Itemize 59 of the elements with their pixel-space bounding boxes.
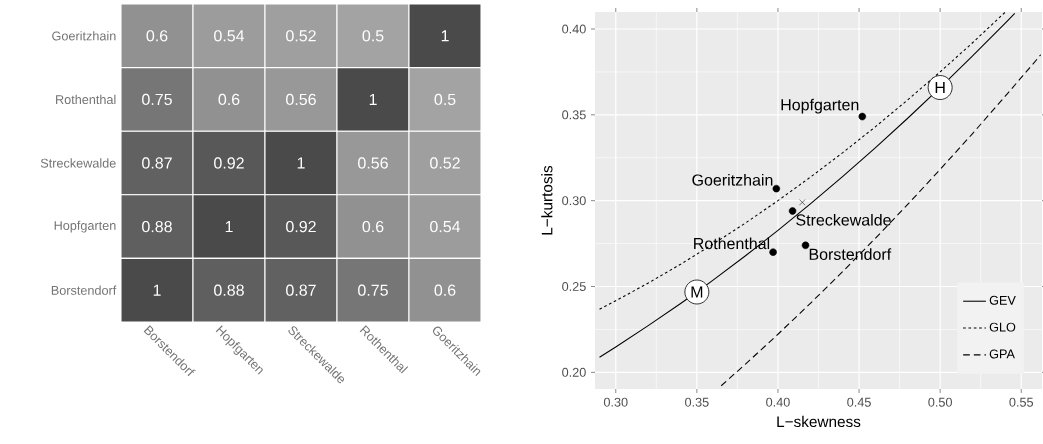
data-label: 0.52 [430,157,460,169]
point [801,241,810,250]
data-label: 0.75 [142,93,172,106]
annotation: H [935,82,945,94]
y-tick-label: Rothenthal [56,94,116,105]
data-label: 0.92 [214,157,244,169]
y-tick-label: 0.35 [562,110,586,120]
y-tick-label: Hopfgarten [54,220,116,233]
legend-label: GPA [989,349,1015,359]
data-label: 0.54 [214,30,245,42]
x-tick-label: 0.50 [928,397,952,407]
y-axis-title: L−kurtosis [541,165,553,235]
data-label: 0.6 [218,93,240,106]
data-label: 1 [225,221,233,233]
point [769,248,777,256]
annotation: Borstendorf [809,248,892,260]
y-tick-label: 0.30 [562,196,586,206]
y-tick-label: 0.40 [562,24,586,34]
y-tick-label: Borstendorf [51,285,117,295]
y-tick-label: Streckewalde [40,158,116,168]
y-tick-label: 0.20 [562,367,586,377]
x-tick-label: 0.35 [685,397,709,407]
x-axis-title: L−skewness [777,415,861,428]
point [788,207,797,215]
data-label: 1 [153,284,161,296]
annotation: Hopfgarten [781,98,859,114]
data-label: 0.56 [358,157,388,169]
legend-label: GLO [989,322,1016,332]
line-series [599,12,1016,358]
data-label: 0.5 [362,30,384,42]
data-label: 0.5 [434,93,456,106]
x-tick-label: 0.30 [603,397,628,407]
data-label: 0.52 [286,30,316,42]
data-label: 0.92 [286,220,316,233]
x-tick-label: 0.55 [1009,397,1034,407]
data-label: 0.6 [362,220,384,233]
data-label: 0.75 [358,284,388,296]
data-label: 0.56 [286,93,316,106]
y-tick-label: Goeritzhain [52,31,116,41]
data-label: 1 [441,30,449,42]
data-label: 0.88 [142,220,172,233]
data-label: 0.87 [142,157,172,169]
point [799,199,806,206]
annotation: Goeritzhain [692,173,773,186]
data-label: 1 [369,93,377,105]
data-label: 0.6 [146,30,168,42]
legend-label: GEV [989,295,1016,305]
point [772,184,781,193]
x-tick-label: 0.45 [847,397,871,407]
x-tick-label: 0.40 [766,397,790,407]
data-label: 0.87 [286,284,316,296]
annotation: M [691,286,703,298]
data-label: 0.88 [214,284,244,296]
point [858,112,867,121]
data-label: 0.54 [430,220,461,233]
data-label: 1 [297,157,305,169]
annotation: Streckewalde [796,213,891,226]
data-label: 0.6 [434,284,456,296]
y-tick-label: 0.25 [562,282,586,291]
